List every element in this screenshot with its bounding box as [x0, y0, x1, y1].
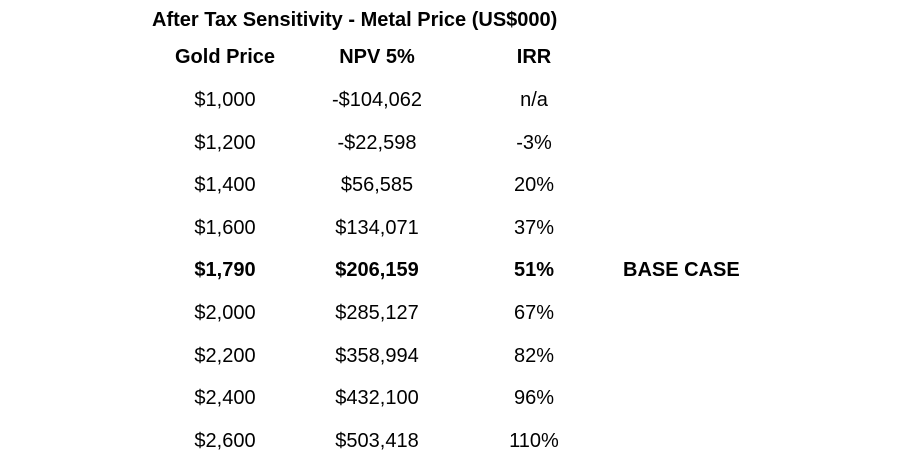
- gold-price-cell: $1,000: [194, 86, 255, 114]
- irr-cell: 51%: [514, 256, 554, 284]
- gold-price-cell: $1,600: [194, 214, 255, 242]
- irr-cell: 82%: [514, 342, 554, 370]
- gold-price-cell: $1,400: [194, 171, 255, 199]
- irr-cell: 20%: [514, 171, 554, 199]
- irr-cell: 110%: [509, 427, 559, 455]
- gold-price-cell: $1,200: [194, 129, 255, 157]
- npv-cell: $56,585: [341, 171, 413, 199]
- irr-cell: n/a: [520, 86, 548, 114]
- gold-price-cell: $2,600: [194, 427, 255, 455]
- npv-cell: $285,127: [335, 299, 418, 327]
- header-irr: IRR: [517, 43, 551, 71]
- npv-cell: $134,071: [335, 214, 418, 242]
- table-title: After Tax Sensitivity - Metal Price (US$…: [152, 6, 557, 34]
- gold-price-cell: $2,400: [194, 384, 255, 412]
- irr-cell: 37%: [514, 214, 554, 242]
- npv-cell: -$22,598: [338, 129, 417, 157]
- gold-price-cell: $2,200: [194, 342, 255, 370]
- npv-cell: -$104,062: [332, 86, 422, 114]
- irr-cell: -3%: [516, 129, 552, 157]
- irr-cell: 67%: [514, 299, 554, 327]
- gold-price-cell: $1,790: [194, 256, 255, 284]
- header-npv: NPV 5%: [339, 43, 415, 71]
- base-case-label: BASE CASE: [623, 256, 740, 284]
- npv-cell: $503,418: [335, 427, 418, 455]
- npv-cell: $206,159: [335, 256, 418, 284]
- npv-cell: $358,994: [335, 342, 418, 370]
- irr-cell: 96%: [514, 384, 554, 412]
- npv-cell: $432,100: [335, 384, 418, 412]
- gold-price-cell: $2,000: [194, 299, 255, 327]
- header-gold-price: Gold Price: [175, 43, 275, 71]
